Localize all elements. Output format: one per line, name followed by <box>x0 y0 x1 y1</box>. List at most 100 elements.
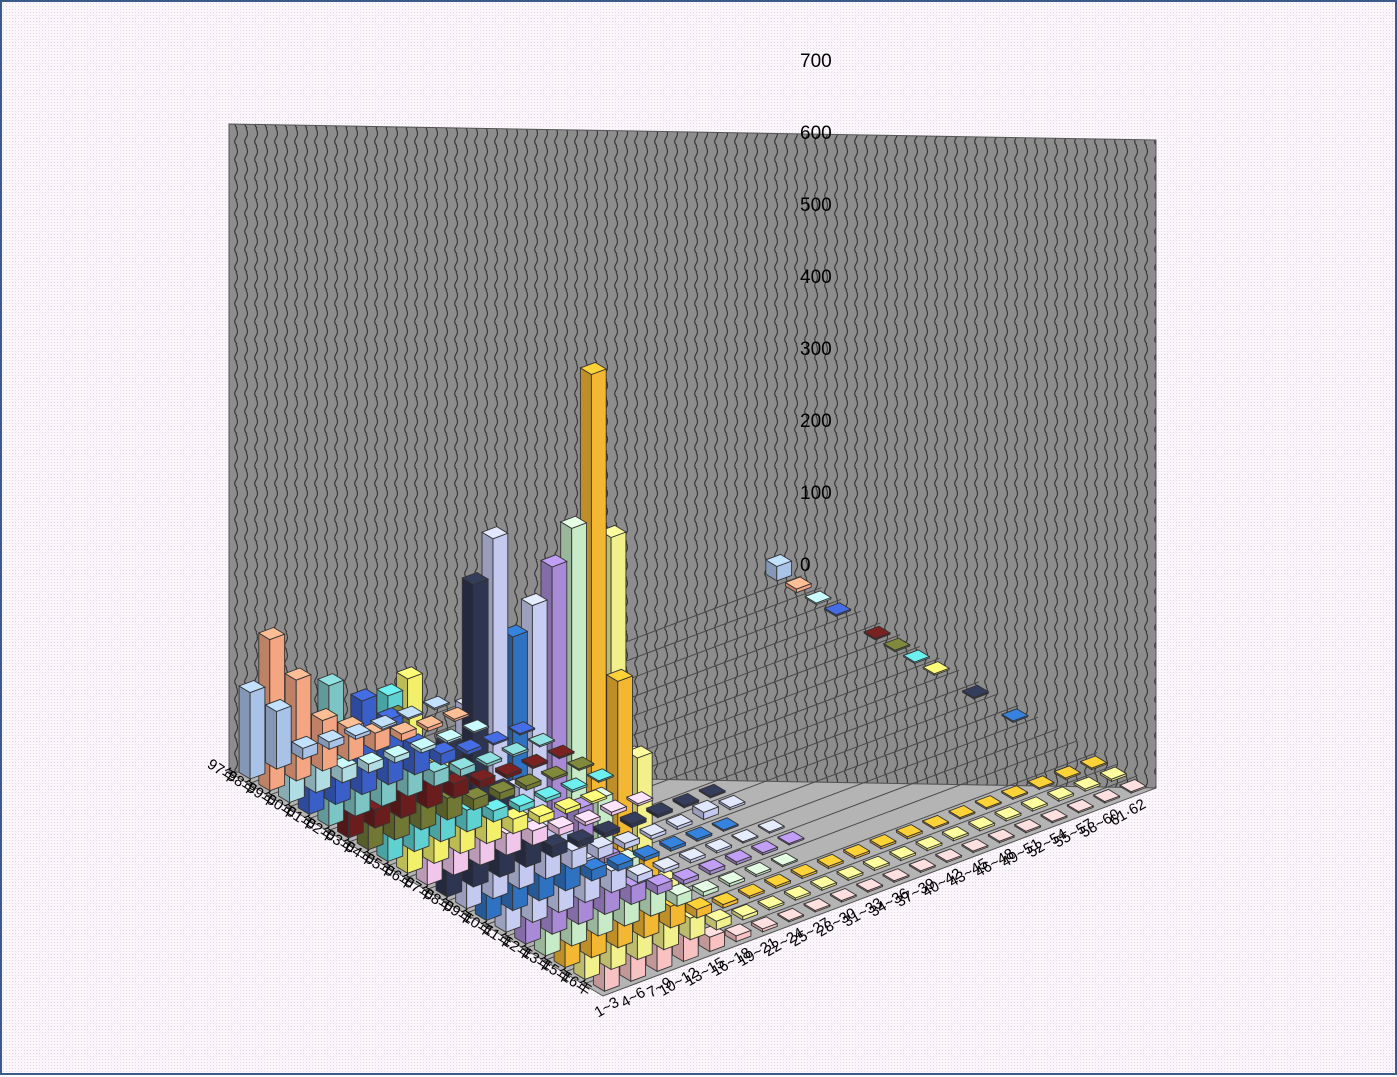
bar <box>697 858 726 876</box>
bar <box>763 873 792 890</box>
bar <box>684 826 713 843</box>
bar <box>520 753 549 770</box>
bar <box>862 855 891 872</box>
bar <box>612 830 641 851</box>
bar <box>1079 755 1108 771</box>
bar <box>1053 765 1082 781</box>
bar <box>882 637 911 653</box>
bar <box>343 723 372 741</box>
bar <box>882 868 910 884</box>
bar <box>730 829 759 844</box>
bar <box>474 751 503 768</box>
bar <box>823 602 852 618</box>
bar <box>1040 808 1068 824</box>
bar <box>665 813 694 831</box>
bar <box>1020 796 1049 812</box>
bar <box>724 923 752 943</box>
bar <box>665 882 693 908</box>
bar <box>724 849 753 866</box>
bar <box>1000 785 1029 801</box>
bar <box>1046 786 1075 803</box>
bar <box>455 738 483 756</box>
bar <box>442 706 470 723</box>
bar <box>961 684 990 700</box>
bar <box>461 786 490 811</box>
bar <box>934 848 963 864</box>
bar <box>579 789 608 805</box>
bar <box>967 816 996 832</box>
bar <box>573 809 602 827</box>
bar <box>658 835 687 852</box>
bar <box>863 625 892 641</box>
bar <box>737 883 766 900</box>
z-tick-label: 600 <box>800 123 832 144</box>
bar <box>586 768 615 784</box>
bar <box>764 553 793 582</box>
z-tick-label: 0 <box>800 555 811 576</box>
bar <box>869 834 897 850</box>
bar <box>1099 766 1128 783</box>
bar <box>750 916 779 933</box>
bar <box>533 785 562 803</box>
bar <box>645 802 674 819</box>
bar <box>921 814 950 830</box>
bar <box>671 793 700 809</box>
bar <box>566 829 595 849</box>
bar <box>369 714 398 731</box>
bar <box>448 756 477 778</box>
bar <box>829 888 858 903</box>
bar <box>481 731 510 746</box>
bar <box>566 756 595 772</box>
bar <box>842 843 871 860</box>
bar <box>1066 798 1095 814</box>
bar <box>317 729 345 751</box>
bar <box>422 695 451 711</box>
bar <box>922 661 951 676</box>
bar <box>409 736 437 754</box>
bar <box>468 768 497 790</box>
bar <box>592 820 621 839</box>
bar <box>553 796 582 815</box>
bar <box>717 794 746 811</box>
z-tick-label: 200 <box>800 411 832 432</box>
bar <box>994 806 1022 822</box>
bar <box>888 845 917 862</box>
bar <box>579 857 608 882</box>
bar <box>651 856 680 874</box>
z-tick-label: 400 <box>800 267 832 288</box>
bar <box>776 907 805 923</box>
bar <box>915 835 943 852</box>
bar <box>744 861 772 878</box>
bar <box>711 817 740 833</box>
bar <box>625 791 654 807</box>
bar <box>527 732 556 748</box>
bar <box>790 863 818 880</box>
bar <box>560 777 589 793</box>
z-tick-label: 100 <box>800 483 832 504</box>
bar <box>435 728 464 744</box>
bar <box>671 867 700 886</box>
bar <box>514 773 543 792</box>
bar <box>803 897 831 913</box>
bar <box>750 840 779 856</box>
bar <box>704 838 733 854</box>
bar <box>908 858 937 874</box>
bar <box>691 799 720 821</box>
bar <box>238 680 266 780</box>
bar <box>836 865 864 882</box>
bar <box>1073 776 1101 792</box>
bar <box>1013 818 1042 834</box>
bar <box>415 715 444 733</box>
bar <box>1092 788 1121 804</box>
bar <box>757 819 786 834</box>
bar <box>540 765 569 782</box>
bar <box>494 762 523 780</box>
bar <box>638 823 667 841</box>
bar <box>678 847 707 864</box>
bar <box>717 871 746 888</box>
bar <box>757 895 785 911</box>
bar <box>547 744 576 760</box>
bar <box>625 862 654 884</box>
